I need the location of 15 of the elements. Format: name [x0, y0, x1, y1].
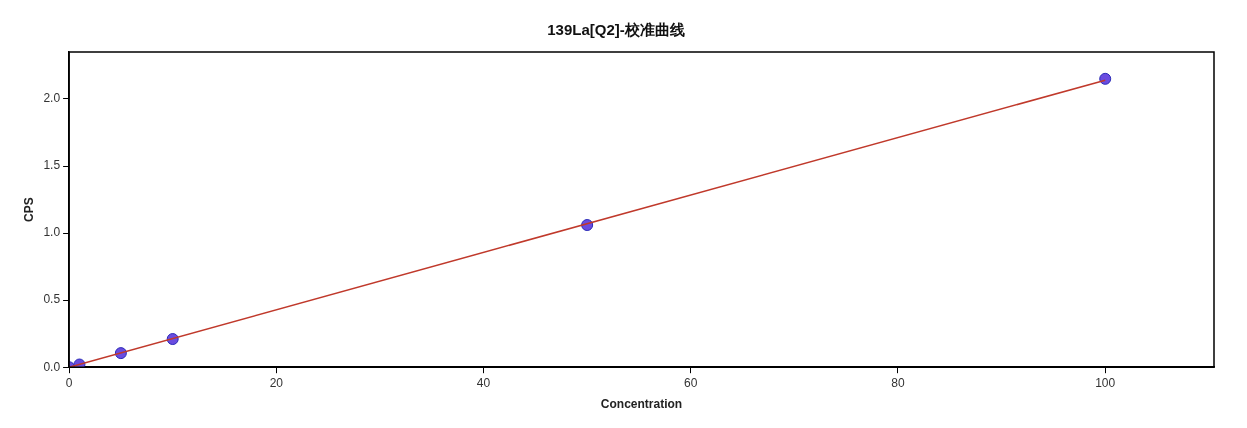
point	[1099, 72, 1112, 85]
x-tick-label: 60	[684, 375, 698, 390]
y-tick-label: 0.5	[43, 292, 61, 307]
y-tick-label: 1.5	[43, 158, 61, 173]
chart-title: 139La[Q2]-校准曲线	[547, 21, 685, 39]
x-tick-label: 40	[476, 375, 491, 390]
x-tick-label: 100	[1095, 375, 1116, 390]
x-tick-label: 0	[65, 375, 73, 390]
x-tick-label: 20	[269, 375, 284, 390]
y-tick-label: 0.0	[43, 359, 61, 374]
x-axis-title: Concentration	[600, 397, 683, 412]
x-tick-label: 80	[891, 375, 905, 390]
y-axis-title: CPS	[21, 197, 36, 222]
y-tick-label: 2.0	[43, 91, 61, 106]
y-tick-label: 1.0	[43, 225, 61, 240]
